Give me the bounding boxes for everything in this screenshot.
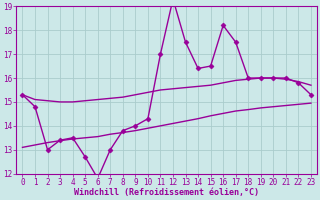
X-axis label: Windchill (Refroidissement éolien,°C): Windchill (Refroidissement éolien,°C) bbox=[74, 188, 259, 197]
